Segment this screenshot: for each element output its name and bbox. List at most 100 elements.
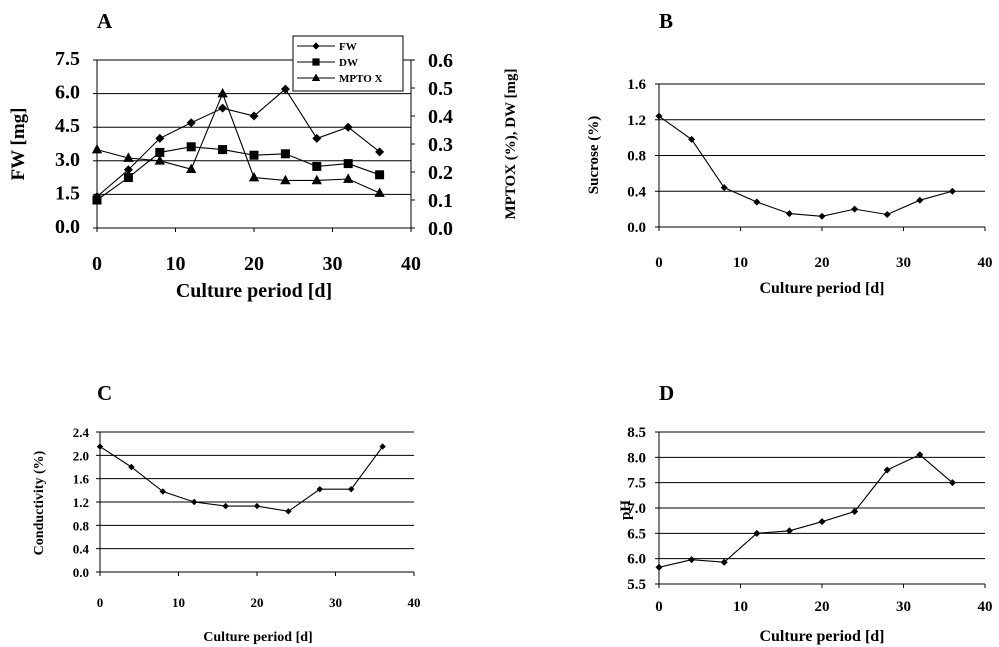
- y-right-tick-label: 0.1: [428, 190, 453, 212]
- data-point: [222, 502, 229, 510]
- y-tick-label: 0.8: [627, 149, 646, 165]
- data-point: [374, 187, 385, 197]
- data-point: [818, 518, 826, 526]
- y-right-tick-label: 0.4: [428, 106, 453, 128]
- y-axis-label: pH: [618, 500, 634, 520]
- data-point: [785, 527, 793, 535]
- data-point: [818, 212, 826, 220]
- x-tick-label: 0: [655, 255, 663, 271]
- y-tick-label: 1.2: [73, 495, 89, 510]
- y-tick-label: 0.0: [627, 220, 646, 236]
- data-point: [343, 159, 353, 169]
- data-point: [688, 135, 696, 143]
- data-point: [91, 143, 103, 154]
- data-point: [248, 171, 260, 182]
- y-tick-label: 8.5: [627, 425, 646, 441]
- y-tick-label: 6.0: [55, 82, 80, 104]
- data-point: [96, 443, 104, 450]
- data-point: [159, 488, 166, 495]
- y-tick-label: 1.5: [55, 182, 80, 204]
- y-axis-label: FW [mg]: [8, 108, 29, 181]
- x-tick-label: 20: [251, 595, 264, 610]
- data-point: [316, 485, 323, 493]
- x-axis-label: Culture period [d]: [759, 628, 884, 645]
- legend-box: [292, 35, 404, 92]
- data-point: [280, 149, 290, 159]
- x-tick-label: 20: [815, 599, 830, 615]
- y-tick-label: 0.0: [55, 216, 80, 238]
- chart-panel-c: C 0.0 0.4 0.8 1.2 1.6 2.0 2.4 0 10 20 30 40 Culture p…: [32, 381, 421, 645]
- x-tick-label: 20: [244, 253, 264, 275]
- x-tick-label: 0: [92, 253, 102, 275]
- panel-letter: A: [97, 9, 113, 33]
- x-tick-label: 40: [978, 255, 993, 271]
- data-point: [312, 133, 322, 143]
- data-point: [916, 196, 924, 204]
- data-point: [123, 165, 133, 175]
- y-right-tick-label: 0.0: [428, 218, 453, 240]
- data-point: [218, 103, 228, 113]
- x-tick-label: 30: [323, 253, 343, 275]
- data-point: [720, 184, 728, 192]
- y-right-tick-label: 0.3: [428, 134, 453, 156]
- data-point: [155, 147, 165, 157]
- data-point: [379, 443, 386, 450]
- legend-label: DW: [339, 57, 358, 69]
- data-point: [311, 174, 322, 185]
- legend-marker: [312, 58, 320, 66]
- y-axis-label: Conductivity (%): [32, 450, 47, 555]
- series-line: [658, 115, 953, 217]
- x-tick-label: 0: [97, 595, 104, 610]
- data-point: [249, 150, 259, 160]
- y-tick-label: 6.0: [627, 552, 646, 568]
- data-point: [348, 485, 355, 493]
- x-tick-label: 30: [329, 595, 342, 610]
- data-point: [154, 155, 165, 165]
- data-point: [375, 147, 385, 157]
- x-tick-label: 10: [166, 253, 186, 275]
- series-line: [96, 88, 380, 198]
- y-tick-label: 7.0: [627, 501, 646, 517]
- x-tick-label: 40: [408, 595, 421, 610]
- y-tick-label: 7.5: [55, 48, 80, 70]
- data-point: [343, 122, 353, 132]
- y-tick-label: 0.0: [73, 565, 89, 580]
- series-line: [96, 92, 380, 194]
- x-tick-label: 40: [401, 253, 421, 275]
- data-point: [191, 498, 198, 506]
- data-point: [753, 198, 761, 206]
- x-tick-label: 0: [655, 599, 663, 615]
- data-point: [948, 479, 956, 487]
- data-point: [123, 173, 133, 183]
- data-point: [655, 112, 663, 120]
- data-point: [948, 187, 956, 195]
- data-point: [851, 508, 859, 516]
- y-tick-label: 0.8: [73, 518, 90, 533]
- x-tick-label: 20: [815, 255, 830, 271]
- data-point: [851, 205, 859, 213]
- chart-panel-a: A 0.0 1.5 3.0 4.5 6.0 7.5 0.0 0.1 0.2 0.3 0.4 0.5 0.6…: [8, 9, 519, 302]
- data-point: [688, 556, 696, 564]
- data-point: [280, 84, 290, 94]
- data-point: [883, 466, 891, 474]
- y-tick-label: 1.2: [627, 113, 646, 129]
- data-point: [218, 145, 228, 155]
- legend-marker: [312, 42, 320, 50]
- data-point: [785, 210, 793, 218]
- data-point: [343, 173, 354, 183]
- x-tick-label: 30: [896, 599, 911, 615]
- x-tick-label: 10: [172, 595, 185, 610]
- y-right-tick-label: 0.6: [428, 50, 453, 72]
- y-tick-label: 4.5: [55, 115, 80, 137]
- data-point: [916, 451, 924, 459]
- data-point: [123, 152, 134, 162]
- y-tick-label: 5.5: [627, 577, 646, 593]
- x-tick-label: 40: [978, 599, 993, 615]
- data-point: [155, 133, 165, 143]
- x-axis-label: Culture period [d]: [176, 280, 332, 302]
- data-point: [249, 111, 259, 121]
- data-point: [92, 195, 102, 205]
- data-point: [655, 563, 663, 571]
